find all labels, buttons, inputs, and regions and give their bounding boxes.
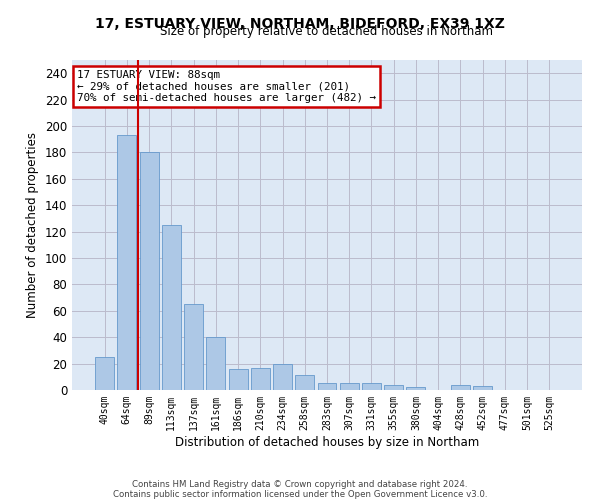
Bar [118,135,136,390]
Bar [362,384,381,390]
Bar [384,384,403,390]
Bar [95,357,114,390]
Bar [251,368,270,390]
Bar [295,376,314,390]
Bar [206,337,225,390]
Bar [140,152,158,390]
Bar [473,386,492,390]
Bar [451,384,470,390]
Text: Contains HM Land Registry data © Crown copyright and database right 2024.: Contains HM Land Registry data © Crown c… [132,480,468,489]
Title: Size of property relative to detached houses in Northam: Size of property relative to detached ho… [161,25,493,38]
Y-axis label: Number of detached properties: Number of detached properties [26,132,39,318]
Text: 17, ESTUARY VIEW, NORTHAM, BIDEFORD, EX39 1XZ: 17, ESTUARY VIEW, NORTHAM, BIDEFORD, EX3… [95,18,505,32]
Bar [184,304,203,390]
Text: Contains public sector information licensed under the Open Government Licence v3: Contains public sector information licen… [113,490,487,499]
Bar [162,225,181,390]
Bar [406,388,425,390]
Bar [273,364,292,390]
Bar [229,369,248,390]
Bar [317,384,337,390]
Bar [340,384,359,390]
X-axis label: Distribution of detached houses by size in Northam: Distribution of detached houses by size … [175,436,479,448]
Text: 17 ESTUARY VIEW: 88sqm
← 29% of detached houses are smaller (201)
70% of semi-de: 17 ESTUARY VIEW: 88sqm ← 29% of detached… [77,70,376,103]
